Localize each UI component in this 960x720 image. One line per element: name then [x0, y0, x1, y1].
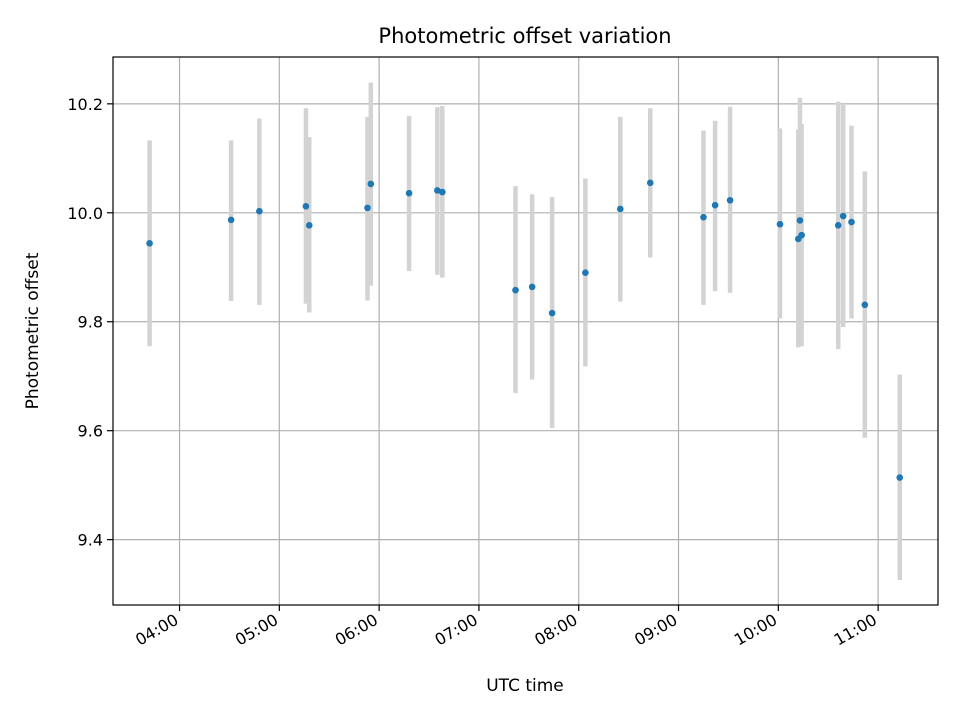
data-point [305, 222, 313, 229]
data-point [896, 474, 904, 481]
data-point [700, 213, 707, 221]
y-tick-label: 9.6 [78, 422, 103, 441]
data-point [582, 269, 589, 277]
data-points [146, 179, 904, 481]
data-point [439, 188, 446, 196]
data-point [302, 202, 310, 210]
data-point [839, 212, 847, 220]
data-point [367, 180, 375, 188]
data-point [726, 196, 734, 204]
data-point [146, 239, 153, 247]
data-point [834, 222, 842, 229]
data-point [617, 205, 624, 213]
data-point [861, 301, 869, 309]
x-axis-label: UTC time [486, 676, 564, 696]
y-tick-label: 10.2 [67, 95, 103, 114]
data-point [256, 207, 263, 215]
data-point [796, 217, 804, 224]
data-point [646, 179, 654, 187]
y-tick-label: 9.4 [78, 531, 103, 550]
plot-area [113, 57, 938, 605]
y-axis-label: Photometric offset [23, 252, 43, 409]
data-point [776, 220, 784, 228]
data-point [711, 201, 719, 209]
data-point [848, 218, 855, 226]
data-point [227, 216, 235, 224]
y-axis-ticks: 9.4 9.6 9.8 10.0 10.2 [67, 95, 113, 550]
data-point [405, 189, 413, 197]
chart-title: Photometric offset variation [378, 24, 671, 48]
y-tick-label: 10.0 [67, 204, 103, 223]
data-point [798, 231, 805, 239]
y-tick-label: 9.8 [78, 313, 103, 332]
data-point [434, 187, 441, 194]
x-gridlines [178, 57, 879, 605]
data-point [364, 204, 371, 212]
data-point [528, 283, 536, 291]
data-point [512, 286, 519, 294]
plot-frame [112, 56, 939, 606]
data-point [548, 309, 556, 317]
